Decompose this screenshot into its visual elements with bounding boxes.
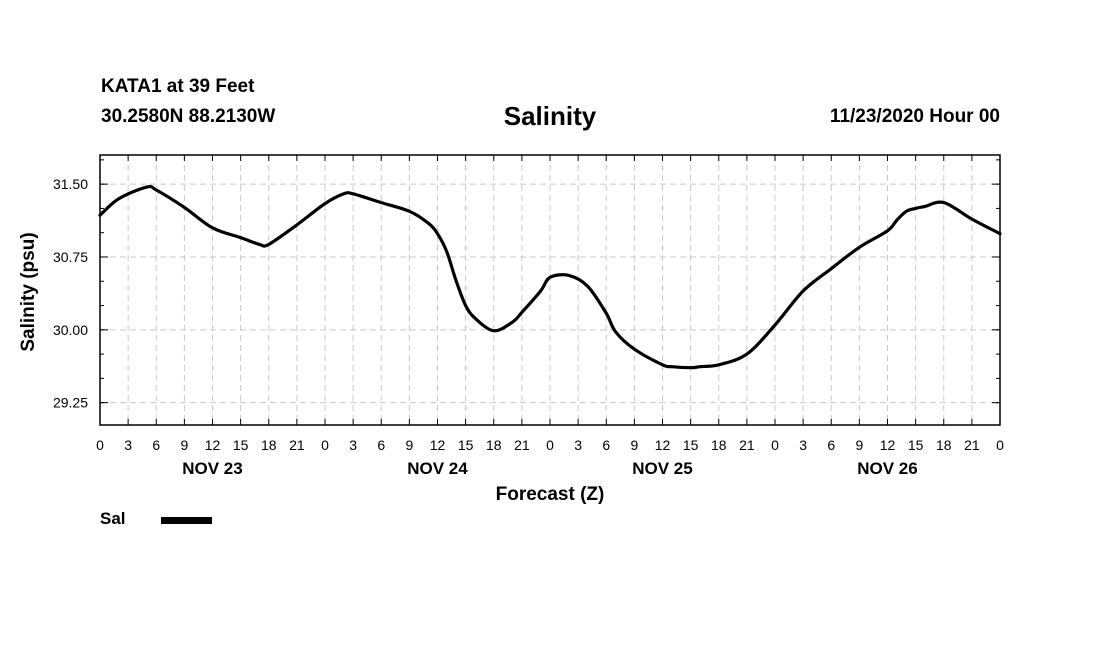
x-tick-label: 6 <box>152 437 160 453</box>
x-tick-label: 21 <box>964 437 980 453</box>
x-tick-label: 0 <box>546 437 554 453</box>
day-label: NOV 26 <box>857 459 917 478</box>
day-label: NOV 24 <box>407 459 468 478</box>
x-tick-label: 18 <box>711 437 727 453</box>
x-tick-label: 21 <box>514 437 530 453</box>
x-tick-label: 0 <box>321 437 329 453</box>
x-tick-label: 15 <box>908 437 924 453</box>
x-tick-label: 0 <box>96 437 104 453</box>
x-tick-label: 15 <box>683 437 699 453</box>
x-tick-label: 6 <box>602 437 610 453</box>
x-tick-label: 6 <box>377 437 385 453</box>
station-name: KATA1 at 39 Feet <box>101 76 255 97</box>
y-tick-label: 29.25 <box>53 395 88 411</box>
x-tick-label: 18 <box>936 437 952 453</box>
x-tick-label: 3 <box>799 437 807 453</box>
day-label: NOV 25 <box>632 459 692 478</box>
x-tick-label: 21 <box>289 437 305 453</box>
forecast-issue-time: 11/23/2020 Hour 00 <box>829 106 1000 127</box>
x-tick-label: 9 <box>405 437 413 453</box>
x-tick-label: 3 <box>124 437 132 453</box>
x-tick-label: 12 <box>655 437 671 453</box>
x-tick-label: 12 <box>205 437 221 453</box>
y-tick-label: 30.00 <box>53 322 88 338</box>
x-tick-label: 18 <box>486 437 502 453</box>
x-tick-label: 21 <box>739 437 755 453</box>
x-tick-label: 9 <box>630 437 638 453</box>
x-axis-title: Forecast (Z) <box>496 484 605 505</box>
x-tick-label: 9 <box>855 437 863 453</box>
y-axis-title: Salinity (psu) <box>18 232 39 351</box>
chart-title: Salinity <box>503 101 597 131</box>
day-label: NOV 23 <box>182 459 242 478</box>
x-tick-label: 3 <box>349 437 357 453</box>
station-coordinates: 30.2580N 88.2130W <box>101 106 276 127</box>
x-tick-label: 12 <box>880 437 896 453</box>
legend-swatch <box>161 517 212 524</box>
x-tick-label: 0 <box>996 437 1004 453</box>
x-tick-label: 18 <box>261 437 277 453</box>
x-tick-label: 15 <box>233 437 249 453</box>
x-tick-label: 9 <box>180 437 188 453</box>
series-line-salinity <box>98 184 1002 370</box>
x-tick-label: 6 <box>827 437 835 453</box>
x-tick-label: 3 <box>574 437 582 453</box>
x-tick-label: 0 <box>771 437 779 453</box>
y-tick-label: 31.50 <box>53 176 88 192</box>
y-tick-label: 30.75 <box>53 249 88 265</box>
x-tick-label: 15 <box>458 437 474 453</box>
legend-label: Sal <box>100 509 126 528</box>
x-tick-label: 12 <box>430 437 446 453</box>
